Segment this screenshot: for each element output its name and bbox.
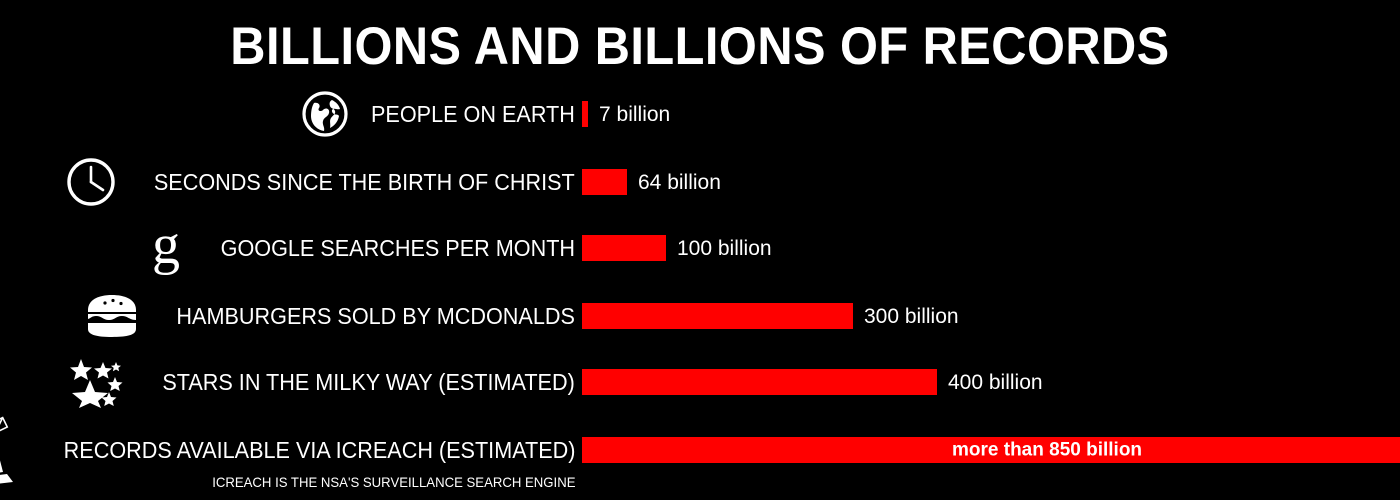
row-label-zone: SECONDS SINCE THE BIRTH OF CHRIST [65,156,575,208]
bar-value-label: 400 billion [948,370,1043,394]
bar [582,101,588,127]
bar [582,303,853,329]
chart-row: g GOOGLE SEARCHES PER MONTH 100 billion [0,220,1400,276]
row-label: GOOGLE SEARCHES PER MONTH [220,234,575,261]
bar-value-label: 100 billion [677,236,772,260]
row-label-zone: PEOPLE ON EARTH [302,88,575,140]
row-bar-zone: 7 billion [582,88,670,140]
row-bar-zone: 300 billion [582,290,959,342]
row-label: STARS IN THE MILKY WAY (ESTIMATED) [162,368,575,395]
google-g-icon: g [146,220,186,276]
hamburger-icon [83,293,141,339]
row-label-zone: HAMBURGERS SOLD BY MCDONALDS [83,290,575,342]
svg-text:g: g [152,220,180,276]
row-label: SECONDS SINCE THE BIRTH OF CHRIST [154,168,575,195]
row-label: HAMBURGERS SOLD BY MCDONALDS [176,302,575,329]
row-label: RECORDS AVAILABLE VIA ICREACH (ESTIMATED… [63,436,575,463]
row-bar-zone: 64 billion [582,156,721,208]
chart-row: HAMBURGERS SOLD BY MCDONALDS 300 billion [0,290,1400,342]
row-label-zone: RECORDS AVAILABLE VIA ICREACH (ESTIMATED… [0,416,575,484]
row-bar-zone: more than 850 billion [582,424,1400,476]
chart-row: RECORDS AVAILABLE VIA ICREACH (ESTIMATED… [0,416,1400,490]
page-title: BILLIONS AND BILLIONS OF RECORDS [230,17,1170,76]
bar [582,169,627,195]
bar-value-label: more than 850 billion [952,439,1143,461]
chart-row: STARS IN THE MILKY WAY (ESTIMATED) 400 b… [0,356,1400,408]
clock-icon [65,156,117,208]
globe-icon [302,91,348,137]
bar: more than 850 billion [582,437,1400,463]
stars-icon [68,356,126,408]
row-bar-zone: 400 billion [582,356,1043,408]
row-label-zone: STARS IN THE MILKY WAY (ESTIMATED) [68,356,575,408]
row-sublabel: ICREACH IS THE NSA'S SURVEILLANCE SEARCH… [211,474,575,490]
row-bar-zone: 100 billion [582,222,772,274]
bar [582,369,937,395]
row-label-zone: g GOOGLE SEARCHES PER MONTH [146,220,575,276]
bar-value-label: 300 billion [864,304,959,328]
chart-row: SECONDS SINCE THE BIRTH OF CHRIST 64 bil… [0,156,1400,208]
row-label: PEOPLE ON EARTH [371,100,575,127]
bar-value-label: 7 billion [599,102,671,126]
bar-value-label: 64 billion [638,170,721,194]
laptop-emails-icon [0,412,17,488]
bar [582,235,666,261]
chart-row: PEOPLE ON EARTH 7 billion [0,88,1400,140]
